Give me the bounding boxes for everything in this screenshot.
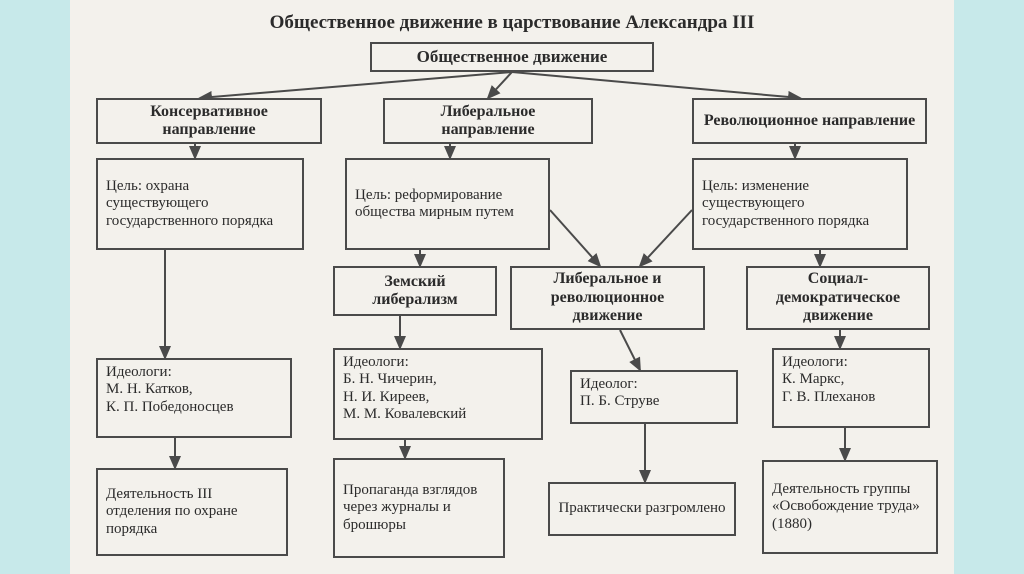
node-cons_ideo: Идеологи:М. Н. Катков,К. П. Победоносцев (96, 358, 292, 438)
node-librev: Либеральное и революционное движение (510, 266, 705, 330)
node-lib_act: Пропаганда взглядов через журналы и брош… (333, 458, 505, 558)
node-socdem_ideo: Идеологи:К. Маркс,Г. В. Плеханов (772, 348, 930, 428)
node-librev_act: Практически разгромлено (548, 482, 736, 536)
node-zemsky: Земский либерализм (333, 266, 497, 316)
node-cons_goal: Цель: охрана существующего государственн… (96, 158, 304, 250)
node-cons_head: Консервативное направление (96, 98, 322, 144)
node-rev_head: Революционное направление (692, 98, 927, 144)
node-lib_head: Либеральное направление (383, 98, 593, 144)
node-cons_act: Деятельность III отделения по охране пор… (96, 468, 288, 556)
node-lib_goal: Цель: реформирование общества мирным пут… (345, 158, 550, 250)
root-node: Общественное движение (370, 42, 654, 72)
diagram-title: Общественное движение в царствование Але… (120, 12, 904, 36)
node-librev_ideo: Идеолог:П. Б. Струве (570, 370, 738, 424)
node-rev_goal: Цель: изменение существующего государств… (692, 158, 908, 250)
node-lib_ideo: Идеологи:Б. Н. Чичерин,Н. И. Киреев,М. М… (333, 348, 543, 440)
node-socdem: Социал-демократическое движение (746, 266, 930, 330)
node-socdem_act: Деятельность группы «Освобождение труда»… (762, 460, 938, 554)
